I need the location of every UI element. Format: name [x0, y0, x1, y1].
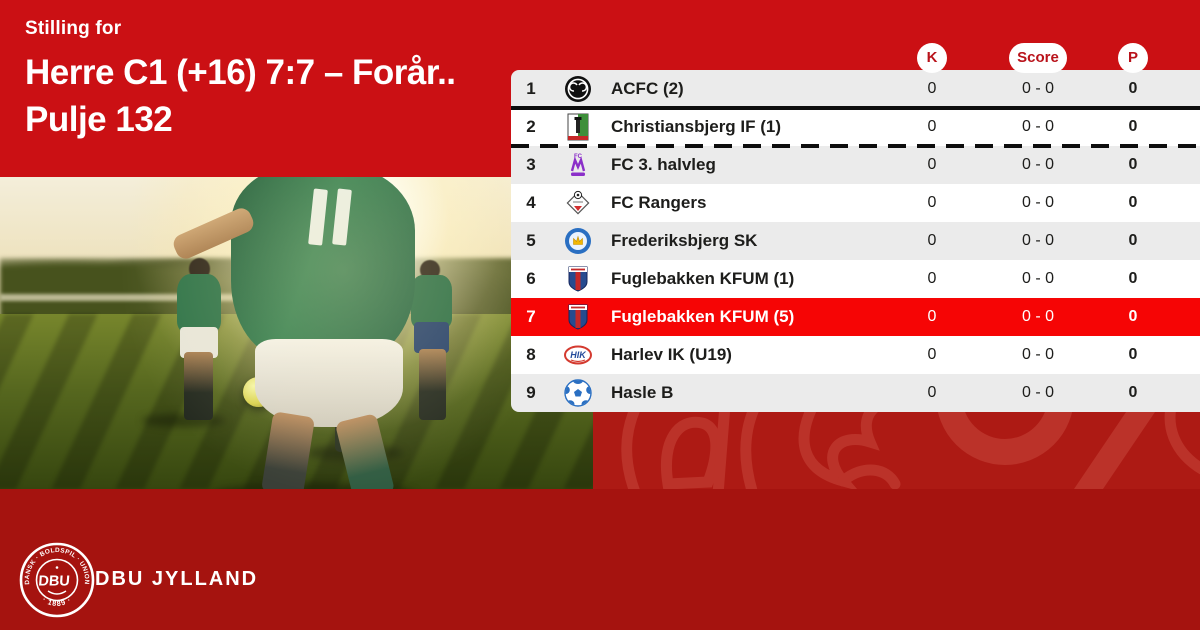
acfc-logo-icon	[564, 75, 592, 103]
points-value: 0	[1128, 270, 1138, 287]
points-value: 0	[1128, 232, 1138, 249]
footer: DANSK · BOLDSPIL · UNION · 1889 · DBU DB…	[0, 489, 1200, 630]
score-value: 0 - 0	[1021, 384, 1054, 401]
position: 2	[526, 117, 536, 136]
photo-player-left	[176, 273, 222, 333]
eyebrow-label: Stilling for	[25, 18, 122, 39]
position: 4	[526, 193, 536, 212]
fc-rangers-logo-icon	[564, 189, 592, 217]
points-value: 0	[1128, 346, 1138, 363]
fc-3-halvleg-logo-icon: FC	[564, 151, 592, 179]
team-name: Fuglebakken KFUM (1)	[611, 269, 795, 288]
photo-player-right	[410, 275, 453, 329]
team-name: Harlev IK (U19)	[611, 345, 732, 364]
points-value: 0	[1128, 194, 1138, 211]
svg-text:HIK: HIK	[570, 350, 587, 360]
score-value: 0 - 0	[1021, 80, 1054, 97]
score-value: 0 - 0	[1021, 194, 1054, 211]
frederiksbjerg-sk-logo-icon	[564, 227, 592, 255]
harlev-ik-logo-icon: HIK	[564, 341, 592, 369]
crest-watermark-shapes	[621, 412, 1200, 489]
photo-shadow	[213, 482, 416, 489]
team-name: FC 3. halvleg	[611, 155, 716, 174]
team-name: ACFC (2)	[611, 79, 684, 98]
table-row: 3 FC FC 3. halvleg 0 0 - 0 0	[511, 146, 1200, 184]
page-title: Herre C1 (+16) 7:7 – Forår..	[25, 53, 456, 92]
column-header-score: Score	[1009, 43, 1067, 73]
promotion-divider-solid	[511, 106, 1200, 110]
table-row: 2 Christiansbjerg IF (1) 0 0 - 0 0	[511, 108, 1200, 146]
photo-player-left-legs	[183, 351, 214, 421]
position: 6	[526, 269, 536, 288]
position: 3	[526, 155, 536, 174]
matches-value: 0	[927, 80, 937, 97]
page-subtitle: Pulje 132	[25, 100, 173, 139]
fuglebakken-kfum-logo-icon	[564, 303, 592, 331]
points-value: 0	[1128, 156, 1138, 173]
photo-warm-glow	[0, 177, 593, 489]
score-value: 0 - 0	[1021, 156, 1054, 173]
column-header-k: K	[917, 43, 947, 73]
table-row: 8 HIK Harlev IK (U19) 0 0 - 0 0	[511, 336, 1200, 374]
promotion-divider-dashed	[511, 144, 1200, 148]
table-row: 5 Frederiksbjerg SK 0 0 - 0 0	[511, 222, 1200, 260]
christiansbjerg-if-logo-icon	[564, 113, 592, 141]
matches-value: 0	[927, 118, 937, 135]
team-name: Christiansbjerg IF (1)	[611, 117, 782, 136]
crest-watermark	[511, 412, 1200, 489]
score-value: 0 - 0	[1021, 346, 1054, 363]
table-row: 4 FC Rangers 0 0 - 0 0	[511, 184, 1200, 222]
svg-text:DBU: DBU	[38, 574, 71, 590]
matches-value: 0	[927, 270, 937, 287]
dbu-crest-icon: DANSK · BOLDSPIL · UNION · 1889 · DBU	[19, 542, 95, 618]
position: 9	[526, 383, 536, 402]
score-value: 0 - 0	[1021, 308, 1054, 325]
position: 7	[526, 307, 536, 326]
points-value: 0	[1128, 308, 1138, 325]
column-header-p: P	[1118, 43, 1148, 73]
team-name: Fuglebakken KFUM (5)	[611, 307, 795, 326]
photo-player-right-shorts	[413, 322, 450, 354]
table-row: 6 Fuglebakken KFUM (1) 0 0 - 0 0	[511, 260, 1200, 298]
matches-value: 0	[927, 308, 937, 325]
matches-value: 0	[927, 232, 937, 249]
hasle-b-logo-icon	[564, 379, 592, 407]
table-row: 9 Hasle B 0 0 - 0 0	[511, 374, 1200, 412]
photo-player-right-head	[419, 259, 440, 280]
points-value: 0	[1128, 118, 1138, 135]
fuglebakken-kfum-logo-icon	[564, 265, 592, 293]
matches-value: 0	[927, 346, 937, 363]
title-block: Stilling for Herre C1 (+16) 7:7 – Forår.…	[25, 18, 456, 143]
match-photo	[0, 177, 593, 489]
points-value: 0	[1128, 384, 1138, 401]
brand-label: DBU JYLLAND	[95, 568, 259, 590]
team-name: FC Rangers	[611, 193, 707, 212]
score-value: 0 - 0	[1021, 232, 1054, 249]
svg-text:· 1889 ·: · 1889 ·	[41, 595, 74, 608]
table-row: 1 ACFC (2) 0 0 - 0 0	[511, 70, 1200, 108]
team-name: Hasle B	[611, 383, 674, 402]
position: 5	[526, 231, 536, 250]
score-value: 0 - 0	[1021, 270, 1054, 287]
points-value: 0	[1128, 80, 1138, 97]
svg-text:FC: FC	[574, 154, 583, 160]
position: 1	[526, 79, 536, 98]
score-value: 0 - 0	[1021, 118, 1054, 135]
column-headers: K Score P	[0, 43, 1200, 73]
matches-value: 0	[927, 156, 937, 173]
team-name: Frederiksbjerg SK	[611, 231, 758, 250]
matches-value: 0	[927, 384, 937, 401]
matches-value: 0	[927, 194, 937, 211]
standings-table: 1 ACFC (2) 0 0 - 0 0 2 Christiansbjerg I…	[511, 70, 1200, 412]
position: 8	[526, 345, 536, 364]
table-row-highlighted: 7 Fuglebakken KFUM (5) 0 0 - 0 0	[511, 298, 1200, 336]
photo-player-right-legs	[418, 348, 446, 421]
